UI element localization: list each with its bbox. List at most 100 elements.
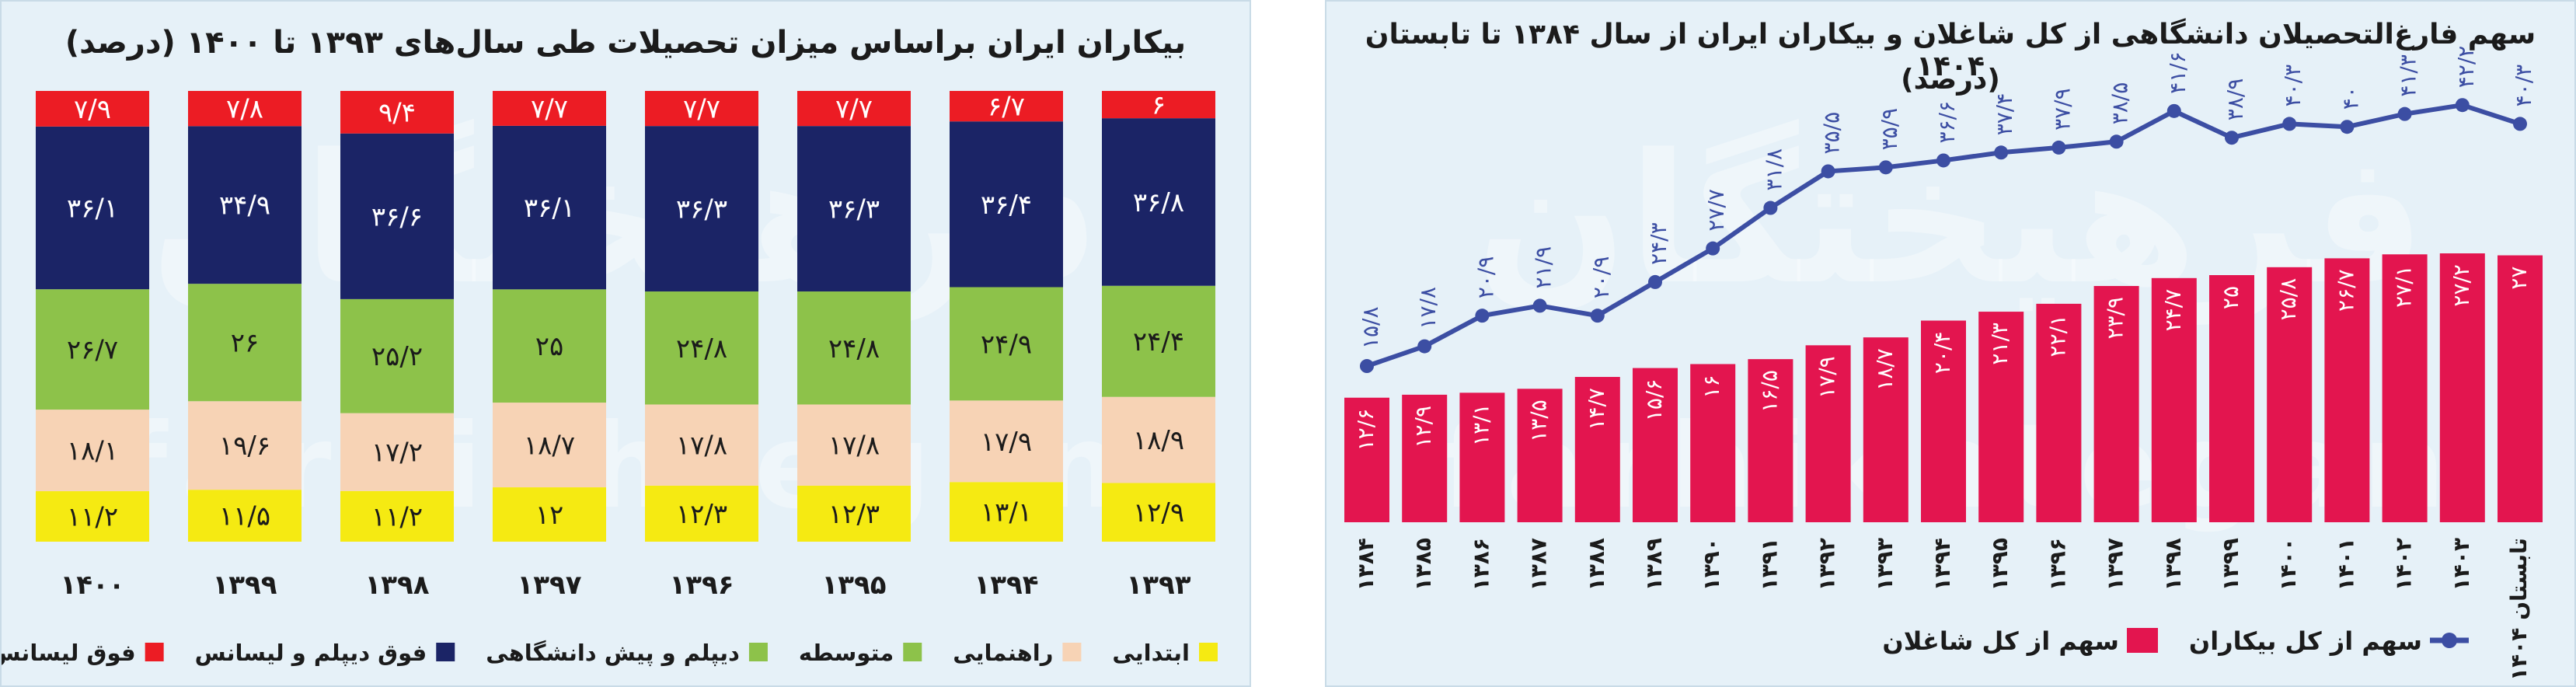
x-tick-label: ۱۳۹۴ [1929, 538, 1955, 591]
segment-value-label: ۳۶/۴ [981, 190, 1032, 221]
x-tick-label: ۱۳۹۳ [1126, 570, 1190, 601]
bar-value-label: ۱۴/۷ [1584, 388, 1609, 431]
chart-title-line-1: سهم فارغ‌التحصیلان دانشگاهی از کل شاغلان… [1365, 19, 2536, 82]
x-tick-label: ۱۳۹۸ [364, 570, 429, 601]
x-tick-label: ۱۳۹۹ [212, 570, 277, 601]
x-tick-label: ۱۴۰۲ [2391, 538, 2417, 591]
x-tick-label: ۱۳۹۶ [2044, 538, 2070, 591]
bar [1690, 364, 1736, 522]
stacked-bar-segment [188, 126, 302, 284]
line-value-label: ۲۰/۹ [1588, 256, 1614, 299]
bar [1863, 337, 1908, 522]
stacked-bar-segment [340, 91, 454, 134]
segment-value-label: ۱۷/۸ [828, 431, 880, 462]
stacked-bar-segment [36, 289, 149, 410]
segment-value-label: ۶/۷ [988, 92, 1025, 123]
segment-value-label: ۹/۴ [378, 97, 416, 128]
stacked-bar-segment [493, 91, 606, 126]
line-value-label: ۲۷/۷ [1703, 189, 1729, 232]
x-tick-label: ۱۳۹۶ [669, 570, 734, 601]
segment-value-label: ۳۶/۱ [67, 194, 118, 225]
segment-value-label: ۳۶/۸ [1133, 187, 1184, 218]
bar [2209, 275, 2254, 522]
segment-value-label: ۱۹/۶ [219, 431, 270, 462]
legend-swatch [2127, 628, 2158, 653]
bar [2439, 253, 2485, 522]
segment-value-label: ۱۷/۸ [676, 431, 727, 462]
legend-swatch [1062, 643, 1082, 661]
line-point [2455, 98, 2470, 113]
x-tick-label: ۱۳۹۹ [2218, 538, 2243, 591]
segment-value-label: ۱۷/۹ [981, 427, 1032, 458]
segment-value-label: ۱۷/۲ [371, 438, 423, 469]
stacked-bar-segment [340, 133, 454, 299]
line-point [1706, 241, 1720, 256]
segment-value-label: ۳۶/۳ [828, 194, 880, 225]
bar-value-label: ۲۳/۹ [2103, 297, 2128, 340]
stacked-bar-segment [340, 298, 454, 413]
bar-value-label: ۱۷/۹ [1814, 356, 1840, 399]
x-tick-label: ۱۳۹۰ [1699, 538, 1724, 591]
legend-swatch [1199, 643, 1218, 661]
bar [1459, 392, 1505, 522]
line-point [1878, 160, 1893, 175]
legend-label: سهم از کل بیکاران [2189, 626, 2422, 656]
line-value-label: ۲۱/۹ [1531, 246, 1556, 289]
segment-value-label: ۱۲/۹ [1133, 497, 1184, 528]
segment-value-label: ۲۵/۲ [371, 341, 423, 372]
stacked-bar-segment [340, 490, 454, 542]
stacked-bar-segment [797, 404, 911, 486]
line-value-label: ۴۰ [2337, 86, 2363, 110]
bar-value-label: ۲۴/۷ [2160, 289, 2186, 332]
bar-value-label: ۱۶/۵ [1756, 370, 1782, 413]
x-tick-label: ۱۳۸۷ [1526, 538, 1552, 591]
chart-title-line-2: (درصد) [1901, 64, 2000, 96]
stacked-bar-segment [950, 400, 1063, 483]
stacked-bar-segment [36, 91, 149, 127]
x-tick-label: ۱۳۸۴ [1353, 538, 1379, 591]
stacked-bar-segment [950, 287, 1063, 401]
bar-value-label: ۱۲/۹ [1410, 406, 1436, 448]
line-point [1475, 309, 1490, 323]
segment-value-label: ۱۱/۲ [67, 502, 118, 533]
line-point [2397, 106, 2412, 121]
bar [1978, 312, 2024, 522]
stacked-bar-segment [645, 485, 758, 542]
bar-value-label: ۱۲/۶ [1353, 409, 1379, 452]
x-tick-label: ۱۳۹۸ [2160, 538, 2186, 591]
stacked-bar-segment [188, 284, 302, 402]
bar-value-label: ۲۰/۴ [1929, 332, 1955, 375]
line-point [1936, 153, 1950, 168]
bar-line-chart: فرهیختگانfarhikhtegan۱۲/۶۱۳۸۴۱۲/۹۱۳۸۵۱۳/… [1344, 46, 2543, 681]
bar [2036, 303, 2082, 522]
line-point [2109, 134, 2124, 149]
legend-line-marker [2442, 633, 2457, 648]
line-point [2513, 117, 2527, 131]
stacked-bar-segment [493, 403, 606, 488]
segment-value-label: ۷/۷ [683, 94, 720, 125]
segment-value-label: ۶ [1152, 90, 1166, 121]
line-value-label: ۳۱/۸ [1761, 148, 1786, 191]
segment-value-label: ۱۱/۵ [219, 501, 270, 532]
stacked-bar-segment [36, 410, 149, 492]
stacked-bar-segment [797, 485, 911, 542]
line-point [1417, 339, 1432, 354]
stacked-bar-segment [493, 289, 606, 403]
bar [2382, 254, 2428, 522]
bar [1921, 320, 1966, 522]
segment-value-label: ۲۴/۹ [981, 329, 1032, 360]
x-tick-label: ۱۳۹۷ [517, 570, 581, 601]
line-value-label: ۳۸/۹ [2222, 78, 2248, 121]
bar [1748, 359, 1793, 522]
line-point [1360, 359, 1374, 374]
legend-swatch [903, 643, 922, 661]
line-point [2282, 117, 2297, 131]
x-tick-label: ۱۴۰۳ [2449, 538, 2474, 591]
line-point [1590, 309, 1605, 323]
segment-value-label: ۷/۷ [531, 93, 568, 124]
legend-label: فوق دیپلم و لیسانس [195, 640, 427, 667]
stacked-bar-segment [1102, 396, 1215, 483]
x-tick-label: ۱۳۹۲ [1814, 538, 1840, 591]
segment-value-label: ۲۵ [535, 331, 564, 362]
line-value-label: ۴۱/۶ [2165, 51, 2191, 94]
